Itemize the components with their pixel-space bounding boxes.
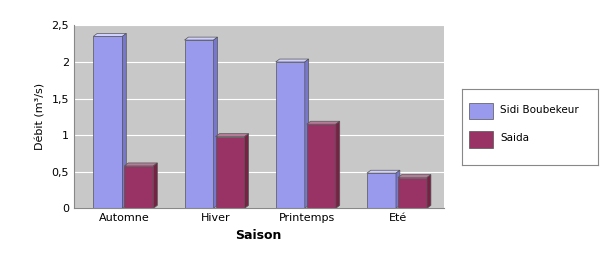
Polygon shape (123, 34, 126, 208)
Bar (469, 131, 493, 148)
Bar (185, 40, 214, 208)
X-axis label: Saison: Saison (235, 229, 282, 242)
Bar (469, 103, 493, 119)
Polygon shape (185, 37, 217, 40)
Polygon shape (93, 34, 126, 36)
Bar (216, 137, 245, 208)
Polygon shape (276, 59, 309, 62)
Bar (93, 36, 123, 208)
Polygon shape (153, 163, 157, 208)
Polygon shape (396, 170, 400, 208)
Polygon shape (245, 134, 248, 208)
Polygon shape (124, 163, 157, 166)
Bar (124, 166, 153, 208)
Polygon shape (307, 121, 339, 124)
Polygon shape (427, 175, 431, 208)
Bar (276, 62, 305, 208)
Bar (307, 124, 336, 208)
Polygon shape (336, 121, 339, 208)
Y-axis label: Débit (m³/s): Débit (m³/s) (36, 83, 46, 150)
Bar (398, 178, 427, 208)
Polygon shape (367, 170, 400, 173)
Polygon shape (79, 209, 442, 212)
Text: Saida: Saida (500, 133, 529, 144)
Polygon shape (214, 37, 217, 208)
Polygon shape (216, 134, 248, 137)
Polygon shape (398, 175, 431, 178)
Text: Sidi Boubekeur: Sidi Boubekeur (500, 105, 578, 115)
Polygon shape (305, 59, 309, 208)
Bar (367, 173, 396, 208)
